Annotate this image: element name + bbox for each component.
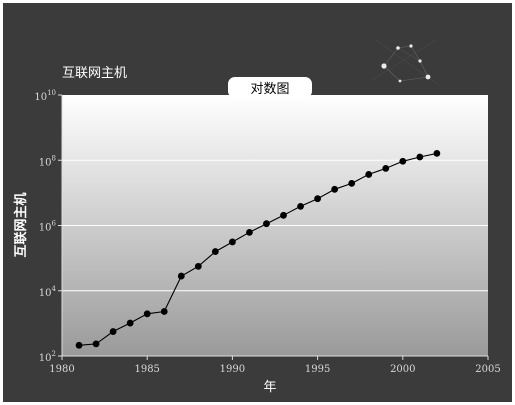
data-point-1996: [331, 185, 339, 193]
x-tick-label-3: 1995: [305, 364, 330, 375]
network-decoration-icon: [371, 39, 441, 87]
y-axis-label: 互联网主机: [13, 192, 29, 257]
x-tick-labels: 1980 1985 1990 1995 2000 2005: [49, 364, 500, 375]
data-point-1995: [314, 195, 321, 203]
series-line: [78, 152, 438, 346]
data-point-1992: [263, 220, 270, 228]
data-point-1993: [280, 211, 287, 219]
data-point-1998: [365, 171, 373, 178]
data-point-1997: [348, 179, 356, 187]
chart-title: 对数图: [250, 82, 289, 97]
grid-lines: [62, 159, 488, 292]
data-point-1983: [109, 328, 117, 335]
x-tick-label-2: 1990: [220, 364, 245, 375]
y-tick-label-0: 102: [39, 350, 56, 364]
data-point-1999: [382, 165, 390, 172]
data-point-1985: [143, 310, 151, 318]
data-point-1981: [75, 341, 83, 349]
y-tick-labels: 102 104 106 108 1010: [34, 89, 56, 364]
x-tick-label-1: 1985: [134, 364, 159, 375]
y-tick-label-2: 106: [39, 220, 57, 234]
header-left-title: 互联网主机: [62, 66, 127, 81]
title-tab: [228, 77, 312, 98]
y-tick-label-3: 108: [39, 154, 56, 168]
data-point-1990: [229, 238, 236, 246]
x-tick-label-4: 2000: [390, 364, 415, 375]
data-point-1991: [246, 228, 253, 236]
data-point-1988: [194, 262, 202, 270]
y-tick-label-4: 1010: [34, 89, 56, 103]
data-point-1994: [297, 202, 304, 210]
data-point-2002: [433, 150, 441, 157]
data-point-1982: [92, 340, 100, 348]
data-point-2001: [416, 153, 424, 161]
axes: [58, 94, 489, 360]
x-axis-label: 年: [263, 380, 276, 395]
x-tick-label-5: 2005: [475, 364, 500, 375]
data-point-1984: [126, 319, 134, 327]
data-point-1989: [211, 248, 219, 255]
y-tick-label-1: 104: [39, 285, 57, 299]
series-hosts: [75, 150, 441, 349]
data-point-1986: [160, 308, 168, 315]
x-tick-label-0: 1980: [49, 364, 74, 375]
data-point-1987: [177, 272, 185, 280]
data-point-2000: [399, 157, 407, 165]
